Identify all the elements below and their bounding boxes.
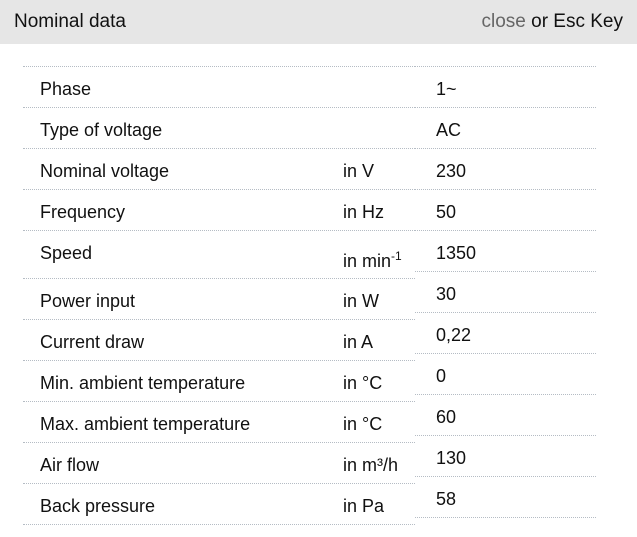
close-button[interactable]: close (481, 11, 526, 32)
row-label: Nominal voltage (40, 161, 170, 181)
unit-exponent: -1 (391, 249, 402, 263)
row-label: Speed (40, 243, 93, 263)
unit-text: in °C (343, 414, 383, 434)
row-value: 0,22 (436, 325, 472, 345)
value-cell: 1~ (415, 67, 596, 108)
table-row: Back pressure in Pa (23, 484, 415, 525)
unit-text: in min (343, 251, 392, 271)
row-unit: in °C (343, 373, 382, 394)
row-unit: in m³/h (343, 455, 398, 476)
values-column: 1~ AC 230 50 1350 30 0,22 0 60 130 58 (415, 66, 596, 518)
row-label: Type of voltage (40, 120, 163, 140)
row-value: 0 (436, 366, 447, 386)
close-hint-text: or Esc Key (525, 11, 623, 32)
row-value: 1~ (436, 79, 457, 99)
unit-text: in W (343, 291, 379, 311)
unit-text: in °C (343, 373, 383, 393)
row-unit: in Pa (343, 496, 384, 517)
value-cell: 130 (415, 436, 596, 477)
table-row: Phase (23, 67, 415, 108)
row-label: Frequency (40, 202, 126, 222)
row-value: 130 (436, 448, 467, 468)
table-row: Air flow in m³/h (23, 443, 415, 484)
value-cell: 60 (415, 395, 596, 436)
row-label: Min. ambient temperature (40, 373, 246, 393)
table-row: Current draw in A (23, 320, 415, 361)
row-label: Phase (40, 79, 92, 99)
row-unit: in A (343, 332, 373, 353)
row-label: Power input (40, 291, 136, 311)
row-unit: in W (343, 291, 379, 312)
row-label: Back pressure (40, 496, 156, 516)
row-value: 230 (436, 161, 467, 181)
row-value: 60 (436, 407, 457, 427)
labels-column: Phase Type of voltage Nominal voltage in V F… (23, 66, 415, 525)
value-cell: 0,22 (415, 313, 596, 354)
unit-text: in V (343, 161, 375, 181)
row-unit: in °C (343, 414, 382, 435)
value-cell: 58 (415, 477, 596, 518)
row-label: Air flow (40, 455, 100, 475)
value-cell: 50 (415, 190, 596, 231)
dialog-title: Nominal data (14, 11, 126, 32)
row-label: Max. ambient temperature (40, 414, 251, 434)
row-value: 1350 (436, 243, 477, 263)
row-unit: in min-1 (343, 249, 402, 272)
table-row: Max. ambient temperature in °C (23, 402, 415, 443)
row-label: Current draw (40, 332, 145, 352)
close-hint: close or Esc Key (481, 11, 623, 33)
unit-text: in Hz (343, 202, 385, 222)
value-cell: 0 (415, 354, 596, 395)
row-value: 58 (436, 489, 457, 509)
unit-text: in Pa (343, 496, 385, 516)
dialog-header: Nominal data close or Esc Key (0, 0, 637, 44)
row-unit: in Hz (343, 202, 384, 223)
unit-text: in m³/h (343, 455, 399, 475)
table-row: Min. ambient temperature in °C (23, 361, 415, 402)
table-row: Nominal voltage in V (23, 149, 415, 190)
table-row: Type of voltage (23, 108, 415, 149)
row-value: AC (436, 120, 462, 140)
row-value: 50 (436, 202, 457, 222)
row-value: 30 (436, 284, 457, 304)
value-cell: 230 (415, 149, 596, 190)
row-unit: in V (343, 161, 374, 182)
value-cell: AC (415, 108, 596, 149)
value-cell: 1350 (415, 231, 596, 272)
table-row: Speed in min-1 (23, 231, 415, 279)
table-row: Power input in W (23, 279, 415, 320)
table-row: Frequency in Hz (23, 190, 415, 231)
unit-text: in A (343, 332, 374, 352)
value-cell: 30 (415, 272, 596, 313)
